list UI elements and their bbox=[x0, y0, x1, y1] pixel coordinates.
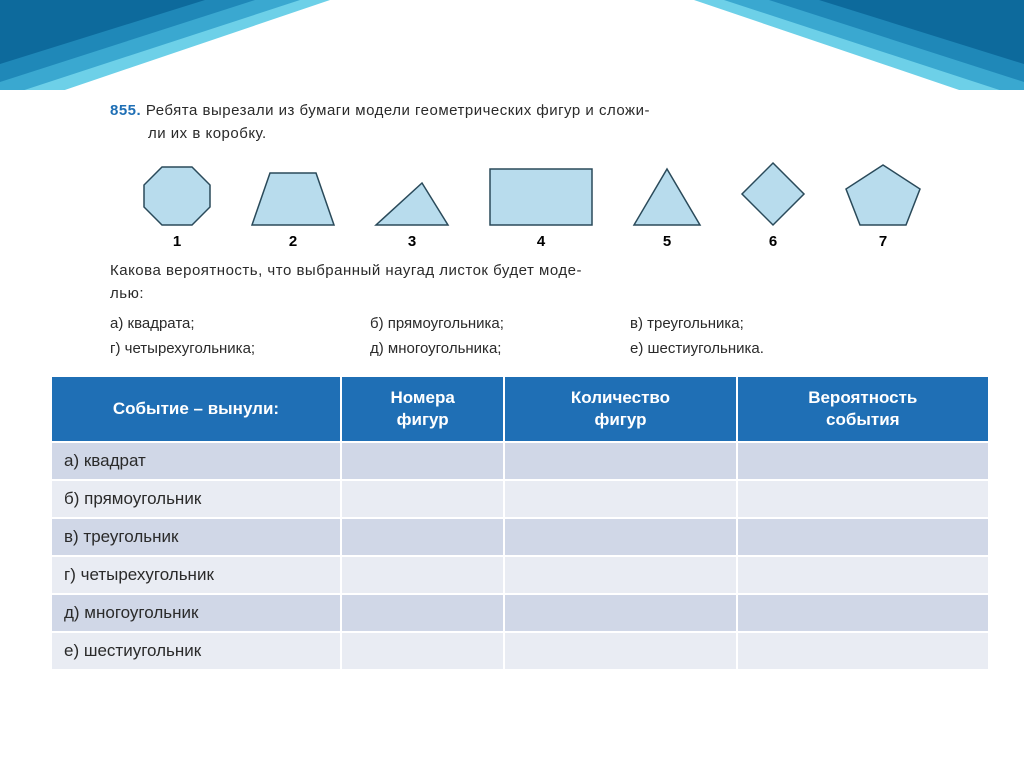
problem-text-line1: Ребята вырезали из бумаги модели геометр… bbox=[146, 102, 650, 119]
table-row: б) прямоугольник bbox=[51, 480, 989, 518]
option-b: б) прямоугольника; bbox=[370, 315, 630, 332]
problem-text-line2: ли их в коробку. bbox=[148, 123, 267, 146]
problem-statement: 855. Ребята вырезали из бумаги модели ге… bbox=[110, 100, 954, 145]
table-row: д) многоугольник bbox=[51, 594, 989, 632]
shape-rhombus: 6 bbox=[738, 159, 808, 250]
shape-triangle: 5 bbox=[630, 165, 704, 250]
shape-right-triangle: 3 bbox=[372, 179, 452, 250]
shape-trapezoid: 2 bbox=[248, 169, 338, 250]
table-row: а) квадрат bbox=[51, 442, 989, 480]
option-f: е) шестиугольника. bbox=[630, 340, 954, 357]
option-c: в) треугольника; bbox=[630, 315, 954, 332]
table-header-prob: Вероятность события bbox=[737, 376, 989, 442]
option-e: д) многоугольника; bbox=[370, 340, 630, 357]
table-header-event: Событие – вынули: bbox=[51, 376, 341, 442]
table-row: в) треугольник bbox=[51, 518, 989, 556]
answer-table: Событие – вынули: Номера фигур Количеств… bbox=[50, 375, 990, 671]
shape-pentagon: 7 bbox=[842, 161, 924, 250]
question-text: Какова вероятность, что выбранный наугад… bbox=[110, 260, 954, 305]
table-header-count: Количество фигур bbox=[504, 376, 736, 442]
slide-content: 855. Ребята вырезали из бумаги модели ге… bbox=[0, 0, 1024, 671]
shapes-row: 1 2 3 4 5 6 7 bbox=[140, 159, 924, 250]
table-header-numbers: Номера фигур bbox=[341, 376, 504, 442]
table-body: а) квадрат б) прямоугольник в) треугольн… bbox=[51, 442, 989, 670]
option-d: г) четырехугольника; bbox=[110, 340, 370, 357]
option-a: а) квадрата; bbox=[110, 315, 370, 332]
shape-rectangle: 4 bbox=[486, 165, 596, 250]
problem-number: 855. bbox=[110, 102, 141, 119]
options-grid: а) квадрата; б) прямоугольника; в) треуг… bbox=[110, 315, 954, 357]
table-row: е) шестиугольник bbox=[51, 632, 989, 670]
shape-octagon: 1 bbox=[140, 163, 214, 250]
table-row: г) четырехугольник bbox=[51, 556, 989, 594]
